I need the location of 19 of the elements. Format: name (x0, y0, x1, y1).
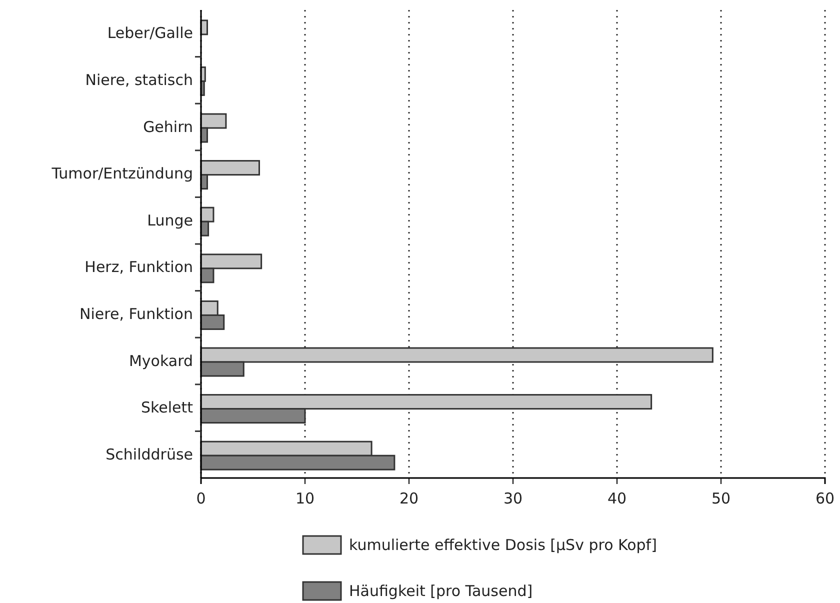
x-tick-label: 20 (399, 490, 419, 508)
x-tick-label: 50 (711, 490, 731, 508)
y-tick-label: Niere, statisch (85, 71, 193, 89)
y-tick-label: Tumor/Entzündung (50, 164, 193, 183)
legend-label: kumulierte effektive Dosis [µSv pro Kopf] (349, 536, 657, 554)
y-tick-label: Herz, Funktion (84, 258, 193, 276)
x-tick-label: 0 (196, 490, 206, 508)
y-tick-label: Lunge (147, 211, 193, 230)
y-tick-label: Myokard (128, 352, 193, 370)
y-tick-label: Gehirn (143, 118, 193, 136)
x-tick-label: 10 (295, 490, 315, 508)
x-tick-label: 40 (607, 490, 627, 508)
x-tick-label: 30 (503, 490, 523, 508)
y-tick-label: Leber/Galle (107, 24, 193, 42)
y-tick-label: Skelett (140, 398, 194, 417)
legend-label: Häufigkeit [pro Tausend] (349, 582, 533, 600)
y-tick-label: Niere, Funktion (80, 305, 193, 323)
y-tick-label: Schilddrüse (106, 445, 193, 464)
x-tick-label: 60 (815, 490, 835, 508)
